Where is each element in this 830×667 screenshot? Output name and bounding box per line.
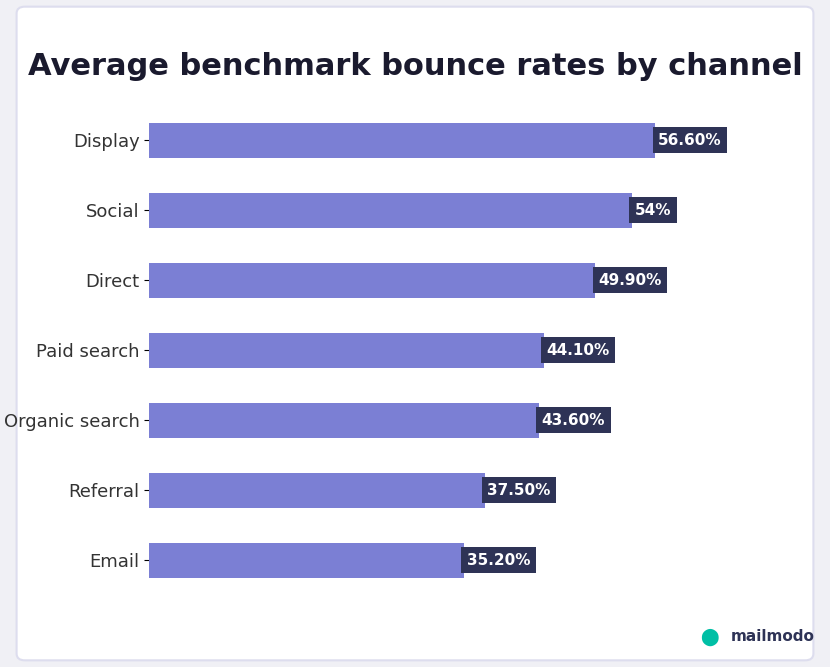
- Bar: [149, 333, 544, 368]
- Text: ⬤: ⬤: [701, 628, 719, 646]
- Text: 37.50%: 37.50%: [487, 483, 550, 498]
- Text: 54%: 54%: [635, 203, 671, 217]
- Bar: [149, 263, 595, 297]
- Bar: [149, 193, 632, 227]
- Text: 56.60%: 56.60%: [658, 133, 721, 148]
- Bar: [149, 542, 464, 578]
- Text: Average benchmark bounce rates by channel: Average benchmark bounce rates by channe…: [27, 52, 803, 81]
- Text: 49.90%: 49.90%: [598, 273, 662, 287]
- Bar: [149, 473, 485, 508]
- Bar: [149, 123, 656, 158]
- Bar: [149, 403, 540, 438]
- Text: 44.10%: 44.10%: [546, 343, 609, 358]
- Text: 35.20%: 35.20%: [466, 552, 530, 568]
- Text: 43.60%: 43.60%: [542, 413, 605, 428]
- Text: mailmodo: mailmodo: [730, 630, 814, 644]
